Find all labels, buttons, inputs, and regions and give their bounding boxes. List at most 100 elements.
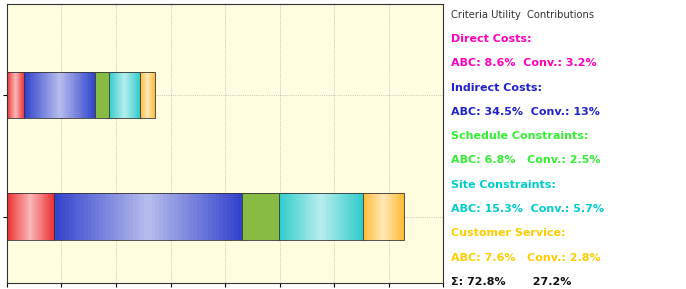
Bar [51, 72, 53, 118]
Bar [351, 194, 353, 240]
Bar [109, 72, 110, 118]
Bar [71, 72, 73, 118]
Bar [242, 194, 279, 240]
Bar [15, 194, 16, 240]
Bar [10, 194, 12, 240]
Bar [204, 194, 209, 240]
Bar [54, 194, 242, 240]
Bar [220, 194, 223, 240]
Bar [327, 194, 329, 240]
Bar [170, 194, 174, 240]
Bar [373, 194, 375, 240]
Bar [88, 72, 90, 118]
Bar [22, 194, 23, 240]
Bar [121, 72, 122, 118]
Bar [336, 194, 338, 240]
Bar [81, 72, 82, 118]
Bar [32, 194, 33, 240]
Bar [33, 194, 34, 240]
Bar [35, 194, 36, 240]
Bar [118, 72, 119, 118]
Bar [38, 194, 39, 240]
Bar [135, 72, 136, 118]
Bar [7, 72, 24, 118]
Bar [29, 72, 30, 118]
Bar [40, 72, 41, 118]
Text: Σ: 72.8%       27.2%: Σ: 72.8% 27.2% [451, 277, 571, 287]
Bar [45, 72, 47, 118]
Bar [115, 72, 116, 118]
Bar [316, 194, 318, 240]
Bar [292, 194, 294, 240]
Bar [144, 194, 148, 240]
Bar [291, 194, 292, 240]
Bar [73, 194, 76, 240]
Bar [141, 194, 144, 240]
Bar [182, 194, 186, 240]
Bar [139, 72, 140, 118]
Bar [114, 72, 115, 118]
Bar [117, 72, 118, 118]
Bar [26, 72, 27, 118]
Bar [385, 194, 386, 240]
Bar [137, 194, 141, 240]
Bar [395, 194, 396, 240]
Bar [95, 72, 109, 118]
Bar [77, 72, 78, 118]
Text: Customer Service:: Customer Service: [451, 228, 566, 238]
Bar [33, 72, 34, 118]
Bar [24, 72, 95, 118]
Bar [118, 194, 121, 240]
Bar [174, 194, 178, 240]
Bar [48, 194, 49, 240]
Bar [54, 72, 56, 118]
Bar [367, 194, 368, 240]
Bar [387, 194, 388, 240]
Bar [8, 194, 9, 240]
Bar [69, 72, 70, 118]
Bar [342, 194, 344, 240]
Bar [110, 194, 114, 240]
Bar [319, 194, 321, 240]
Bar [304, 194, 306, 240]
Bar [61, 72, 62, 118]
Bar [37, 72, 38, 118]
Bar [396, 194, 397, 240]
Bar [133, 194, 137, 240]
Bar [156, 194, 159, 240]
Bar [148, 194, 152, 240]
Bar [23, 194, 24, 240]
Bar [384, 194, 385, 240]
Bar [333, 194, 334, 240]
Bar [91, 72, 93, 118]
Bar [114, 194, 118, 240]
Bar [389, 194, 390, 240]
Text: ABC: 8.6%  Conv.: 3.2%: ABC: 8.6% Conv.: 3.2% [451, 58, 597, 68]
Bar [200, 194, 204, 240]
Text: Direct Costs:: Direct Costs: [451, 34, 532, 44]
Bar [321, 194, 322, 240]
Bar [140, 72, 155, 118]
Bar [25, 194, 27, 240]
Bar [65, 72, 67, 118]
Bar [138, 72, 139, 118]
Bar [357, 194, 359, 240]
Bar [50, 72, 51, 118]
Bar [27, 194, 29, 240]
Bar [10, 194, 11, 240]
Bar [123, 72, 125, 118]
Bar [80, 194, 84, 240]
Bar [62, 72, 64, 118]
Bar [43, 194, 45, 240]
Bar [197, 194, 201, 240]
Bar [130, 72, 132, 118]
Text: ABC: 7.6%   Conv.: 2.8%: ABC: 7.6% Conv.: 2.8% [451, 253, 601, 262]
Bar [230, 194, 235, 240]
Bar [331, 194, 333, 240]
Bar [30, 194, 32, 240]
Bar [69, 194, 73, 240]
Bar [36, 194, 37, 240]
Bar [99, 194, 103, 240]
Bar [223, 194, 227, 240]
Bar [64, 72, 66, 118]
